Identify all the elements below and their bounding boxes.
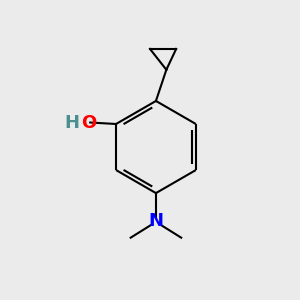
Text: O: O [81, 113, 96, 131]
Text: N: N [148, 212, 164, 230]
Text: H: H [64, 113, 79, 131]
